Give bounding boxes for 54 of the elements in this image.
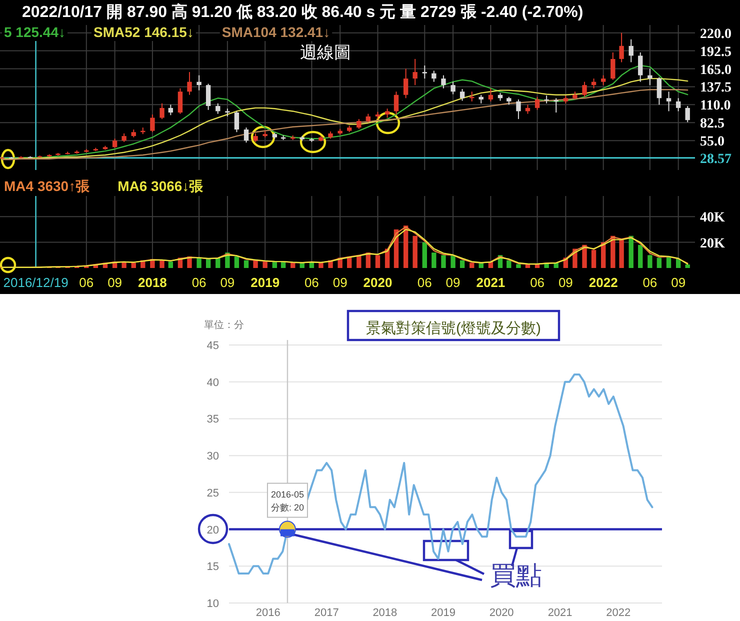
y-tick-label: 15	[206, 561, 219, 574]
text: MA4 3630↑張	[4, 178, 91, 194]
y-tick-label: 40	[206, 376, 219, 389]
y-tick-label: 110.0	[700, 98, 731, 114]
x-tick-label: 09	[220, 275, 235, 290]
text: SMA52 146.15↓	[94, 24, 194, 40]
x-tick-label: 06	[417, 275, 432, 290]
x-tick-label: 06	[192, 275, 206, 290]
x-tick-label: 09	[108, 275, 122, 290]
x-tick-label: 06	[530, 275, 545, 290]
y-axis-title: 單位：分	[204, 319, 244, 331]
x-tick-label: 2020	[363, 275, 392, 290]
x-tick-label: 06	[304, 275, 319, 290]
x-tick-label: 09	[332, 275, 348, 290]
x-tick-label: 2019	[250, 275, 280, 290]
x-tick-label: 2016	[256, 607, 280, 619]
x-tick-label: 09	[446, 275, 460, 290]
y-tick-label: 220.0	[700, 26, 732, 42]
y-tick-label: 192.5	[700, 44, 732, 60]
y-tick-label: 137.5	[700, 80, 732, 96]
y-tick-label: 25	[206, 487, 219, 500]
y-tick-label: 35	[206, 414, 219, 426]
x-tick-label: 06	[642, 275, 658, 290]
x-tick-label: 2017	[314, 607, 339, 619]
y-tick-label: 10	[206, 598, 219, 610]
x-tick-label: 2019	[431, 607, 456, 619]
y-tick-label: 165.0	[700, 62, 732, 78]
chart-title: 2022/10/17 開 87.90 高 91.20 低 83.20 收 86.40 s 元 量 2729 張 -2.40 (-2.70%)	[22, 2, 584, 21]
y-tick-label: 82.5	[700, 116, 724, 132]
text: SMA104 132.41↓	[222, 24, 330, 40]
x-tick-label: 2018	[138, 275, 167, 290]
x-tick-label: 2022	[588, 275, 618, 290]
text: MA6 3066↓張	[118, 178, 204, 194]
text: 5 125.44↓	[4, 24, 66, 40]
annotation: 週線圖	[300, 43, 351, 62]
chart-title: 景氣對策信號(燈號及分數)	[366, 320, 541, 337]
x-tick-label: 09	[558, 275, 573, 290]
ref-line-label: 28.57	[700, 152, 732, 167]
x-tick-label: 2021	[548, 607, 572, 619]
annotation: 買點	[490, 561, 542, 590]
y-tick-label: 20	[206, 524, 219, 536]
x-tick-label: 2020	[489, 607, 514, 619]
x-tick-label: 2021	[476, 275, 506, 290]
y-tick-label: 45	[206, 340, 219, 352]
y-tick-label: 40K	[700, 210, 725, 226]
annotation: 2016-05 分數: 20	[270, 489, 304, 512]
y-tick-label: 55.0	[700, 134, 724, 150]
y-tick-label: 20K	[700, 236, 725, 252]
x-tick-label: 2022	[606, 607, 631, 619]
y-tick-label: 30	[206, 450, 219, 463]
x-tick-label: 2018	[372, 607, 398, 619]
x-tick-label: 09	[671, 275, 686, 290]
x-tick-label: 06	[79, 275, 94, 290]
x-tick-label: 2016/12/19	[3, 275, 68, 290]
